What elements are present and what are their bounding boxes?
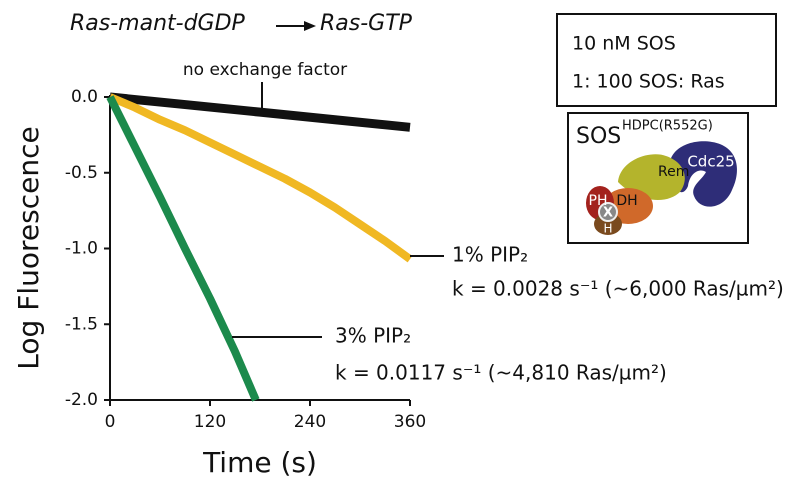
y-tick-label: -2.0 — [65, 390, 98, 410]
diagram-superscript: HDPC(R552G) — [622, 119, 713, 134]
y-tick-label: -0.5 — [65, 163, 98, 183]
domain-label: PH — [589, 193, 608, 209]
conditions-box — [556, 13, 777, 107]
domain-label: DH — [616, 193, 637, 209]
series-label: no exchange factor — [183, 60, 347, 80]
series-label: 3% PIP₂ — [335, 324, 411, 348]
x-tick-label: 360 — [394, 412, 426, 432]
domain-label: X — [603, 206, 613, 221]
title-arrow — [276, 21, 316, 31]
title-right: Ras-GTP — [320, 11, 413, 36]
x-axis-label: Time (s) — [202, 446, 317, 479]
y-tick-label: -1.0 — [65, 239, 98, 259]
y-tick-label: -1.5 — [65, 314, 98, 334]
x-tick-label: 240 — [294, 412, 326, 432]
sos-diagram: SOS HDPC(R552G) Rem Cdc25 PH DH H X — [567, 112, 749, 244]
data-line — [106, 95, 260, 402]
data-line — [109, 92, 411, 132]
domain-label: Rem — [658, 164, 689, 180]
domain-label: Cdc25 — [687, 153, 734, 171]
domain-label: H — [603, 222, 612, 236]
rate-label: k = 0.0117 s⁻¹ (~4,810 Ras/µm²) — [335, 361, 667, 385]
x-tick-label: 0 — [105, 412, 116, 432]
title-left: Ras-mant-dGDP — [70, 11, 246, 36]
condition: 10 nM SOS — [572, 33, 676, 55]
y-axis-label: Log Fluorescence — [12, 126, 45, 369]
series-label: 1% PIP₂ — [452, 243, 528, 267]
data-line — [108, 93, 413, 263]
rate-label: k = 0.0028 s⁻¹ (~6,000 Ras/µm²) — [452, 277, 784, 301]
condition: 1: 100 SOS: Ras — [572, 71, 725, 93]
y-tick-label: 0.0 — [71, 87, 98, 107]
diagram-title: SOS — [576, 124, 621, 149]
x-tick-label: 120 — [194, 412, 226, 432]
